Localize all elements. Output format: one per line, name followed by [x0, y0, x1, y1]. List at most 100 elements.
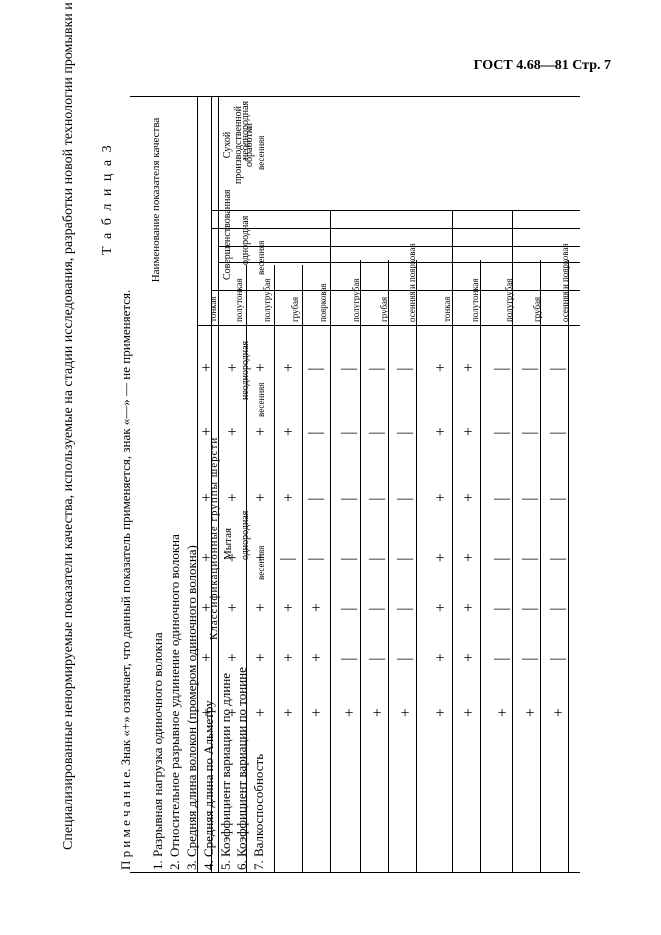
cell: — [339, 490, 359, 508]
cell: — [520, 550, 540, 568]
cell: + [278, 650, 298, 668]
cell: + [458, 650, 478, 668]
cell: + [278, 490, 298, 508]
cell: + [458, 360, 478, 378]
cell: + [222, 650, 242, 668]
row-7: 7. Валкоспособность [251, 754, 266, 870]
cell: + [250, 600, 270, 618]
cell: + [395, 705, 415, 723]
cell: — [306, 550, 326, 568]
cell: — [548, 650, 568, 668]
column-header: грубая [532, 297, 542, 322]
rule [225, 96, 580, 97]
cell: + [278, 424, 298, 442]
cell: — [548, 550, 568, 568]
cell: — [339, 424, 359, 442]
rule [416, 260, 417, 872]
cell: + [548, 705, 568, 723]
cell: + [367, 705, 387, 723]
cell: + [520, 705, 540, 723]
cell: — [367, 550, 387, 568]
intro-text: Специализированные ненормируемые показат… [60, 70, 79, 850]
cell: + [430, 650, 450, 668]
cell: — [367, 360, 387, 378]
cell: — [306, 424, 326, 442]
cell: + [430, 600, 450, 618]
column-header: грубая [290, 297, 300, 322]
row-4: 4. Средняя длина по Альметру [201, 700, 216, 870]
cell: — [548, 424, 568, 442]
cell: + [339, 705, 359, 723]
cell: + [430, 550, 450, 568]
cell: — [548, 360, 568, 378]
cell: — [520, 360, 540, 378]
cell: — [339, 650, 359, 668]
cell: — [395, 490, 415, 508]
rule [452, 210, 453, 872]
cell: + [196, 360, 216, 378]
cell: + [430, 490, 450, 508]
cell: + [278, 600, 298, 618]
rule [388, 260, 389, 872]
cell: — [339, 550, 359, 568]
column-header: полугрубая [262, 279, 272, 322]
cell: — [520, 424, 540, 442]
cell: — [492, 424, 512, 442]
cell: + [250, 550, 270, 568]
cell: — [520, 600, 540, 618]
cell: + [458, 705, 478, 723]
cell: — [339, 600, 359, 618]
column-header: полугрубая [351, 279, 361, 322]
cell: — [492, 550, 512, 568]
cell: — [520, 490, 540, 508]
cell: — [492, 490, 512, 508]
rule [480, 260, 481, 872]
cell: + [222, 705, 242, 723]
cell: — [492, 360, 512, 378]
cell: + [196, 550, 216, 568]
cell: + [250, 650, 270, 668]
rule [218, 246, 580, 247]
cell: + [222, 600, 242, 618]
cell: — [395, 600, 415, 618]
column-header: полугрубая [504, 279, 514, 322]
cell: — [395, 360, 415, 378]
cell: + [430, 705, 450, 723]
rule [197, 96, 198, 872]
table-label: Т а б л и ц а 3 [100, 143, 116, 255]
row-2: 2. Относительное разрывное удлинение оди… [167, 534, 182, 870]
rule [360, 260, 361, 872]
rule [330, 210, 331, 872]
column-header: полутонкая [470, 278, 480, 322]
rule [130, 872, 580, 873]
rule [274, 265, 275, 872]
cell: + [278, 705, 298, 723]
cell: + [458, 550, 478, 568]
page-header: ГОСТ 4.68—81 Стр. 7 [474, 58, 611, 74]
column-header: полутонкая [234, 278, 244, 322]
cell: + [458, 424, 478, 442]
cell: + [250, 705, 270, 723]
cell: + [458, 600, 478, 618]
cell: — [367, 650, 387, 668]
rule [218, 262, 580, 263]
cell: + [306, 705, 326, 723]
rule [211, 228, 580, 229]
row-6: 6. Коэффициент вариации по тонине [234, 667, 249, 870]
cell: + [196, 490, 216, 508]
cell: + [196, 705, 216, 723]
cell: — [395, 650, 415, 668]
column-header: тонкая [442, 296, 452, 322]
cell: — [339, 360, 359, 378]
cell: + [222, 490, 242, 508]
rule [568, 260, 569, 872]
cell: — [306, 490, 326, 508]
column-header: поярковая [318, 284, 328, 322]
cell: — [367, 424, 387, 442]
row-1: 1. Разрывная нагрузка одиночного волокна [150, 632, 165, 870]
column-header: осенняя и поярковая [407, 243, 417, 322]
cell: + [196, 650, 216, 668]
cell: — [306, 360, 326, 378]
cell: + [196, 424, 216, 442]
cell: + [222, 360, 242, 378]
